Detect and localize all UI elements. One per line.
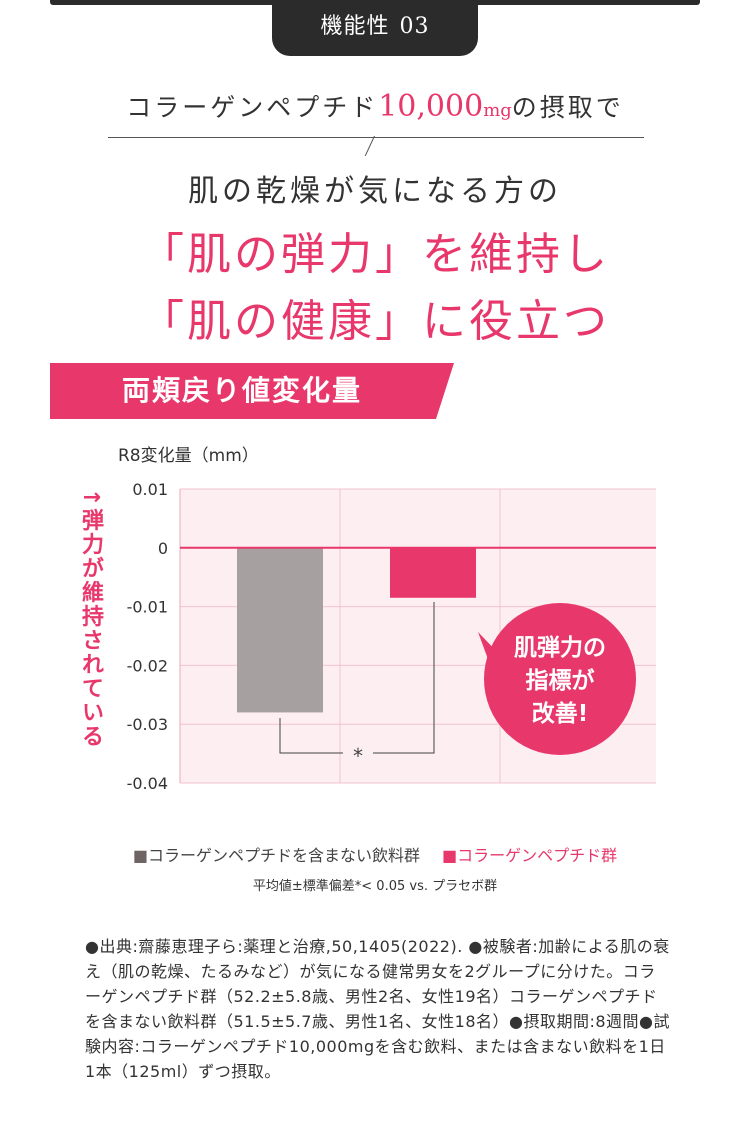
legend-square-control: ■ [132,846,148,865]
legend-item-collagen: コラーゲンペプチド群 [457,846,618,865]
y-tick-label: 0 [158,539,168,558]
callout-line: 改善! [532,700,589,727]
main-claim-1: 「肌の弾力」を維持し [140,229,610,280]
headline-underline-right [374,137,644,138]
y-tick-label: -0.01 [127,598,168,617]
y-tick-label: -0.02 [127,656,168,675]
headline-slash [364,135,375,157]
legend-item-control: コラーゲンペプチドを含まない飲料群 [147,846,420,865]
headline-underline-left [108,137,374,138]
function-tab: 機能性 03 [272,0,478,56]
headline-suffix: の摂取で [511,93,624,122]
y-tick-label: 0.01 [132,480,168,499]
bracket-gap [343,741,373,765]
headline-prefix: コラーゲンペプチド [126,93,379,122]
source-text: ●出典:齋藤恵理子ら:薬理と治療,50,1405(2022). ●被験者:加齢に… [85,937,671,1081]
subhead: 肌の乾燥が気になる方の [188,174,562,209]
callout-bubble [484,603,636,755]
significance-marker: * [353,744,363,768]
y-tick-label: -0.04 [127,774,168,793]
headline: コラーゲンペプチド10,000mgの摂取で [0,88,750,124]
bar-collagen [390,547,476,598]
legend-square-collagen: ■ [442,846,458,865]
y-tick-label: -0.03 [127,715,168,734]
bar-control [237,547,323,713]
legend: ■コラーゲンペプチドを含まない飲料群 ■コラーゲンペプチド群 [0,842,750,866]
chart-title: 両頬戻り値変化量 [122,374,363,407]
headline-amount: 10,000 [378,89,484,124]
side-label: ↑弾力が維持されている [78,488,103,749]
stats-note: 平均値±標準偏差*< 0.05 vs. プラセボ群 [252,879,498,894]
callout-line: 肌弾力の [514,634,606,661]
title-ribbon [50,363,454,419]
y-axis-title: R8変化量（mm） [118,446,259,466]
function-tab-label: 機能性 [320,14,390,39]
main-claim-2: 「肌の健康」に役立つ [140,296,610,347]
callout-line: 指標が [526,667,595,694]
function-tab-number: 03 [399,14,430,39]
headline-unit: mg [483,100,512,121]
